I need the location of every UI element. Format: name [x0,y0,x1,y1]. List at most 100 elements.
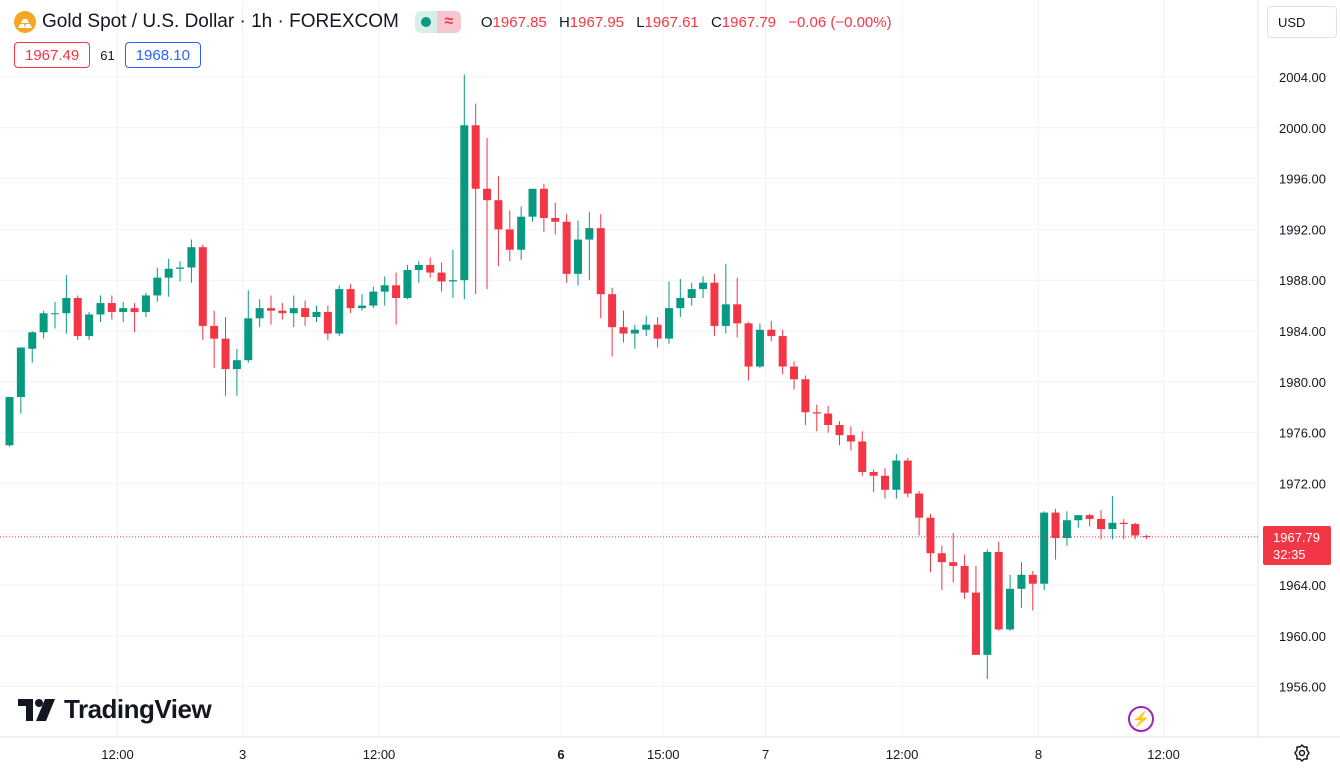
candle-body [153,277,162,296]
candle-body [437,272,446,282]
change-value: −0.06 (−0.00%) [788,13,892,31]
candle-body [1097,518,1106,530]
time-axis[interactable]: 12:00 3 12:00 6 15:00 7 12:00 8 12:00 [101,747,1180,762]
candle-body [380,285,389,292]
candle-body [357,305,366,309]
candle-body [460,125,469,281]
tradingview-logo[interactable]: TradingView [18,694,212,725]
candle-body [994,551,1003,630]
candle-body [710,282,719,326]
open-value: 1967.85 [492,13,547,31]
last-price-label: 1967.79 32:35 [1263,526,1331,565]
candle-body [176,267,185,269]
candle-body [414,264,423,271]
candle-body [164,268,173,278]
candle-body [619,327,628,334]
candle-body [505,229,514,250]
candle-body [119,308,128,312]
symbol-header: Gold Spot / U.S. Dollar · 1h · FOREXCOM … [14,8,892,36]
candle-body [255,308,264,319]
candle-body [835,424,844,436]
x-tick-label: 8 [1035,747,1042,762]
candle-body [221,338,230,370]
buy-button[interactable]: 1968.10 [124,42,201,68]
candle-body [483,188,492,201]
high-value: 1967.95 [569,13,625,31]
candle-body [971,592,980,655]
candle-body [1108,522,1117,530]
candle-body [630,329,639,334]
candle-body [28,332,37,349]
y-tick-label: 1980.00 [1279,375,1326,390]
candle-body [312,311,321,318]
y-tick-label: 1992.00 [1279,222,1326,237]
gold-bars-icon [14,11,36,33]
x-tick-label: 3 [239,747,246,762]
candle-body [107,303,116,312]
x-tick-label: 7 [762,747,769,762]
currency-select[interactable]: USD [1267,6,1337,38]
y-tick-label: 1976.00 [1279,426,1326,441]
close-label: C [710,13,722,31]
candle-body [1062,520,1071,539]
logo-text: TradingView [64,694,212,724]
open-label: O [480,13,493,31]
candle-body [16,347,25,398]
y-tick-label: 2000.00 [1279,121,1326,136]
lightning-bolt-icon[interactable]: ⚡ [1128,706,1154,732]
candle-body [39,313,48,333]
candle-body [96,303,105,315]
candle-body [198,247,207,326]
y-tick-label: 1964.00 [1279,578,1326,593]
candle-body [903,460,912,494]
candle-body [73,297,82,337]
candle-body [653,324,662,339]
candle-body [880,475,889,490]
y-tick-label: 1988.00 [1279,273,1326,288]
candle-body [744,323,753,367]
candle-body [790,366,799,380]
low-label: L [636,13,645,31]
chart-grid [0,0,1340,738]
candle-body [85,314,94,337]
candle-body [323,311,332,334]
candle-body [608,294,617,328]
candle-body [687,289,696,298]
candle-body [1085,515,1094,519]
sell-button[interactable]: 1967.49 [14,42,91,68]
candle-body [335,289,344,334]
y-tick-label: 1984.00 [1279,324,1326,339]
status-badges[interactable]: ≈ [414,11,461,33]
market-open-dot-icon[interactable] [414,11,437,33]
candle-body [801,379,810,413]
candle-body [767,329,776,337]
candle-body [141,295,150,312]
candle-body [5,397,14,446]
wave-icon[interactable]: ≈ [436,11,461,33]
candle-body [642,324,651,330]
candle-body [244,318,253,361]
gear-icon[interactable] [1293,744,1311,762]
candle-body [289,308,298,314]
candle-body [369,291,378,306]
candle-body [585,228,594,240]
quote-panel: 1967.49 61 1968.10 [14,42,201,68]
candle-body [528,188,537,217]
x-tick-label: 6 [557,747,564,762]
candle-body [494,200,503,230]
candle-body [392,285,401,298]
candlesticks [5,74,1151,679]
candle-body [232,360,241,370]
tradingview-logo-icon [18,698,55,721]
bar-countdown: 32:35 [1273,547,1306,562]
candle-body [187,247,196,268]
y-tick-label: 1972.00 [1279,476,1326,491]
x-tick-label: 12:00 [1147,747,1180,762]
x-tick-label: 12:00 [363,747,396,762]
symbol-title[interactable]: Gold Spot / U.S. Dollar · 1h · FOREXCOM [42,11,399,32]
price-axis[interactable]: 2004.00 2000.00 1996.00 1992.00 1988.00 1984.… [1279,70,1326,695]
x-tick-label: 15:00 [647,747,680,762]
candle-body [346,289,355,309]
candle-body [426,264,435,273]
